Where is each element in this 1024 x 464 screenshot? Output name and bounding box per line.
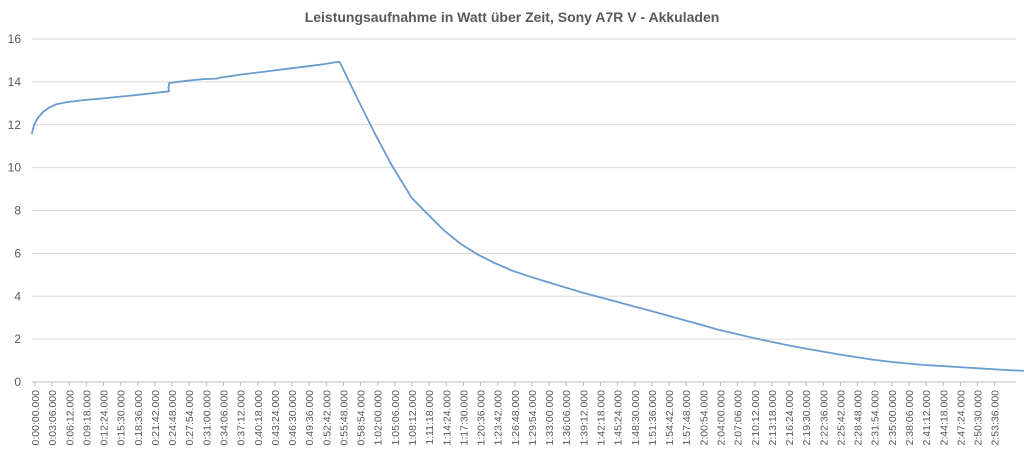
x-tick-label: 0:15:30.000: [116, 390, 128, 446]
x-tick-label: 1:36:06.000: [561, 390, 573, 446]
x-tick-label: 0:18:36.000: [133, 390, 145, 446]
x-tick-label: 2:44:18.000: [938, 390, 950, 446]
series-line: [31, 61, 1024, 372]
x-tick-label: 2:41:12.000: [921, 390, 933, 446]
x-tick-label: 0:09:18.000: [81, 390, 93, 446]
x-tick-label: 0:55:48.000: [338, 390, 350, 446]
x-tick-label: 0:24:48.000: [167, 390, 179, 446]
x-tick-label: 0:34:06.000: [219, 390, 231, 446]
x-axis: [32, 381, 1016, 386]
x-tick-label: 0:43:24.000: [270, 390, 282, 446]
x-tick-label: 0:58:54.000: [356, 390, 368, 446]
x-tick-label: 2:10:12.000: [750, 390, 762, 446]
x-tick-label: 0:06:12.000: [64, 390, 76, 446]
y-axis-tick-labels: 0 2 4 6 8 10 12 14 16: [8, 32, 22, 389]
x-tick-label: 2:50:30.000: [973, 390, 985, 446]
x-tick-label: 1:29:54.000: [527, 390, 539, 446]
x-tick-label: 2:28:48.000: [853, 390, 865, 446]
y-tick-label: 10: [8, 161, 22, 175]
y-tick-label: 12: [8, 118, 22, 132]
x-tick-label: 0:46:30.000: [287, 390, 299, 446]
x-tick-label: 0:03:06.000: [47, 390, 59, 446]
x-tick-label: 1:23:42.000: [493, 390, 505, 446]
x-tick-label: 2:53:36.000: [990, 390, 1002, 446]
x-tick-label: 2:19:30.000: [801, 390, 813, 446]
x-tick-label: 1:14:24.000: [441, 390, 453, 446]
y-tick-label: 4: [14, 289, 21, 303]
x-tick-label: 2:31:54.000: [870, 390, 882, 446]
x-tick-label: 1:17:30.000: [458, 390, 470, 446]
x-tick-label: 1:57:48.000: [681, 390, 693, 446]
x-tick-label: 2:47:24.000: [955, 390, 967, 446]
y-tick-label: 0: [14, 375, 21, 389]
x-tick-label: 0:21:42.000: [150, 390, 162, 446]
x-tick-label: 2:35:00.000: [887, 390, 899, 446]
x-tick-label: 0:27:54.000: [184, 390, 196, 446]
x-tick-label: 0:37:12.000: [236, 390, 248, 446]
x-tick-label: 1:45:24.000: [613, 390, 625, 446]
x-tick-label: 2:22:36.000: [818, 390, 830, 446]
y-tick-label: 6: [14, 246, 21, 260]
x-tick-label: 0:12:24.000: [99, 390, 111, 446]
x-tick-label: 1:26:48.000: [510, 390, 522, 446]
x-tick-label: 1:33:00.000: [544, 390, 556, 446]
x-tick-label: 2:07:06.000: [733, 390, 745, 446]
x-axis-tick-labels: 0:00:00.000 0:03:06.000 0:06:12.000 0:09:18…: [30, 390, 1002, 446]
series-layer: [31, 61, 1024, 372]
x-tick-label: 0:00:00.000: [30, 390, 42, 446]
x-tick-label: 1:11:18.000: [424, 390, 436, 445]
x-tick-label: 2:00:54.000: [698, 390, 710, 446]
x-tick-label: 0:49:36.000: [304, 390, 316, 446]
x-tick-label: 1:05:06.000: [390, 390, 402, 446]
y-tick-label: 14: [8, 75, 22, 89]
x-tick-label: 1:08:12.000: [407, 390, 419, 446]
x-tick-label: 1:54:42.000: [664, 390, 676, 446]
x-tick-label: 1:20:36.000: [476, 390, 488, 446]
x-tick-label: 2:38:06.000: [904, 390, 916, 446]
y-tick-label: 2: [14, 332, 21, 346]
x-tick-label: 0:40:18.000: [253, 390, 265, 446]
y-tick-label: 8: [14, 204, 21, 218]
x-tick-label: 0:31:00.000: [201, 390, 213, 446]
x-tick-label: 1:39:12.000: [578, 390, 590, 446]
x-tick-label: 1:48:30.000: [630, 390, 642, 446]
x-tick-label: 2:16:24.000: [784, 390, 796, 446]
x-tick-label: 2:13:18.000: [767, 390, 779, 446]
y-tick-label: 16: [8, 32, 22, 46]
x-tick-label: 2:04:00.000: [715, 390, 727, 446]
x-tick-label: 0:52:42.000: [321, 390, 333, 446]
x-tick-label: 1:51:36.000: [647, 390, 659, 446]
x-tick-label: 1:42:18.000: [596, 390, 608, 446]
x-tick-label: 1:02:00.000: [373, 390, 385, 446]
gridlines: [32, 38, 1016, 340]
x-tick-label: 2:25:42.000: [835, 390, 847, 446]
chart-title: Leistungsaufnahme in Watt über Zeit, Son…: [305, 9, 720, 25]
